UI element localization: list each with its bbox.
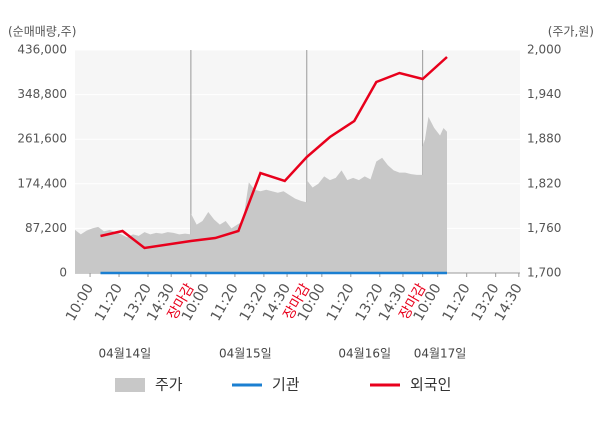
- y2-tick-label: 1,880: [527, 132, 561, 146]
- legend-swatch: [115, 378, 145, 392]
- y-axis-title: (순매매량,주): [8, 25, 76, 39]
- legend-label: 기관: [272, 376, 300, 394]
- y2-axis-title: (주가,원): [548, 25, 594, 39]
- legend-label: 외국인: [410, 376, 451, 394]
- y-tick-label: 348,800: [17, 87, 67, 101]
- y2-tick-label: 1,700: [527, 266, 561, 280]
- x-tick-label: 11:20: [324, 281, 358, 324]
- y-tick-label: 261,600: [17, 132, 67, 146]
- x-tick-label: 10:00: [63, 281, 97, 324]
- x-tick-label: 11:20: [92, 281, 126, 324]
- price-area: [75, 116, 447, 274]
- y2-tick-label: 1,940: [527, 87, 561, 101]
- date-label: 04월17일: [414, 347, 467, 361]
- y2-tick-label: 2,000: [527, 43, 561, 57]
- y-tick-label: 0: [59, 266, 67, 280]
- y-tick-label: 174,400: [17, 176, 67, 190]
- legend-label: 주가: [155, 376, 183, 394]
- series-line: [100, 56, 448, 250]
- x-tick-label: 11:20: [208, 281, 242, 324]
- y-tick-label: 436,000: [17, 43, 67, 57]
- date-label: 04월14일: [99, 347, 152, 361]
- date-label: 04월16일: [338, 347, 391, 361]
- date-label: 04월15일: [219, 347, 272, 361]
- y-tick-label: 87,200: [25, 221, 67, 235]
- y2-tick-label: 1,820: [527, 176, 561, 190]
- x-tick-label: 11:20: [440, 281, 474, 324]
- y2-tick-label: 1,760: [527, 221, 561, 235]
